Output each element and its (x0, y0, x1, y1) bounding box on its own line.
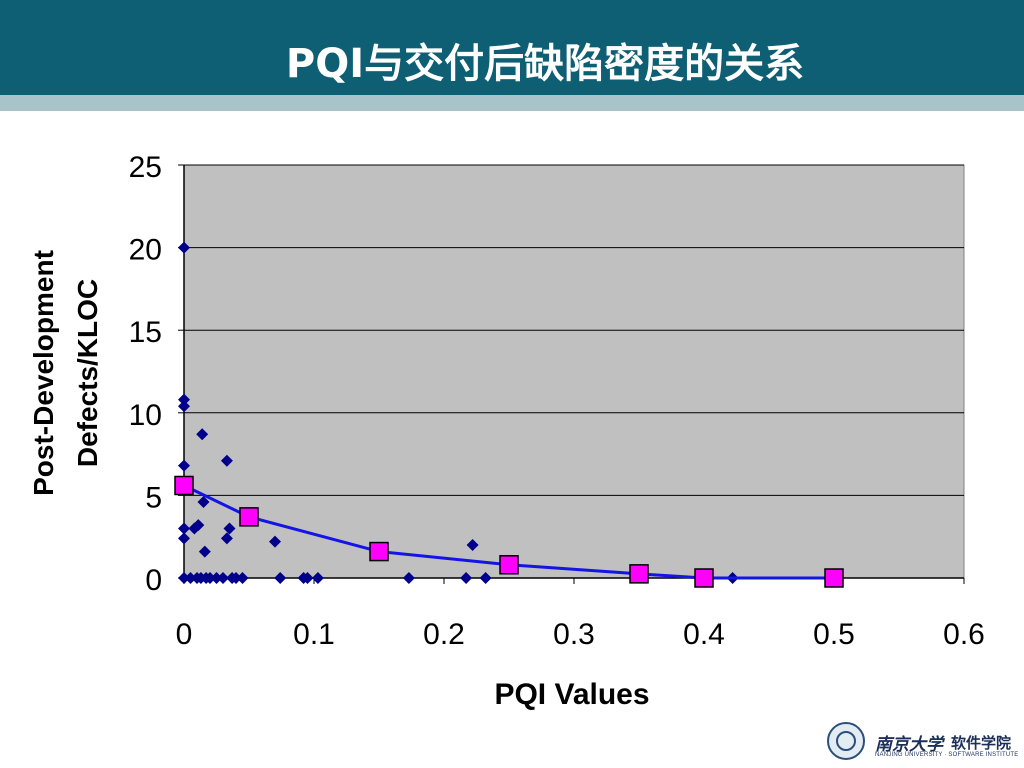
data-point-diamond (178, 400, 190, 413)
data-point-square (499, 555, 519, 575)
x-tick-label: 0.1 (293, 618, 335, 651)
data-point-diamond (274, 572, 287, 584)
y-tick-label: 5 (145, 481, 162, 514)
data-point-diamond (223, 522, 236, 535)
plot-area (183, 164, 965, 579)
data-point-diamond (197, 496, 210, 509)
data-point-diamond (402, 572, 415, 584)
data-point-diamond (204, 572, 216, 584)
university-name: 南京大学 (875, 735, 943, 755)
data-point-square (369, 541, 389, 562)
data-point-diamond (196, 428, 209, 441)
data-point-square (629, 564, 649, 584)
data-point-diamond (178, 532, 190, 545)
institute-name: 软件学院 (951, 734, 1012, 752)
data-point-diamond (210, 572, 223, 584)
data-point-diamond (184, 572, 197, 584)
x-tick-label: 0 (176, 618, 193, 651)
data-point-diamond (311, 572, 324, 584)
data-point-diamond (178, 522, 190, 535)
x-tick-label: 0.4 (683, 618, 725, 651)
title-strip (0, 95, 1024, 111)
data-point-diamond (269, 535, 281, 548)
title-bar (0, 0, 1024, 95)
data-point-diamond (178, 393, 190, 406)
y-tick-label: 25 (129, 151, 162, 184)
data-point-square (174, 475, 194, 496)
data-point-diamond (178, 459, 190, 472)
university-logo: 南京大学 软件学院 NANJING UNIVERSITY · SOFTWARE … (823, 720, 1023, 768)
data-point-diamond (301, 572, 314, 584)
university-seal-icon (827, 722, 865, 760)
x-tick-label: 0.3 (553, 618, 595, 651)
data-point-diamond (220, 532, 233, 545)
data-point-diamond (466, 538, 479, 551)
institute-english-name: NANJING UNIVERSITY · SOFTWARE INSTITUTE (875, 752, 1019, 758)
data-point-diamond (198, 545, 211, 558)
data-point-diamond (220, 454, 233, 467)
data-point-diamond (236, 572, 249, 584)
x-tick-label: 0.2 (423, 618, 465, 651)
data-point-diamond (178, 572, 190, 584)
data-point-diamond (178, 241, 190, 254)
data-point-diamond (479, 572, 492, 584)
x-tick-label: 0.6 (943, 618, 985, 651)
data-point-diamond (192, 519, 205, 532)
y-tick-label: 20 (129, 234, 162, 267)
y-axis-label-line1: Post-Development (28, 250, 59, 496)
slide-title: PQI与交付后缺陷密度的关系 (285, 41, 805, 87)
y-tick-label: 0 (145, 564, 162, 597)
y-axis-label-line2: Defects/KLOC (72, 279, 103, 467)
y-tick-label: 10 (129, 399, 162, 432)
data-point-square (239, 507, 259, 527)
data-point-diamond (217, 572, 229, 584)
data-point-square (824, 568, 844, 588)
y-tick-label: 15 (129, 316, 162, 349)
x-tick-label: 0.5 (813, 618, 855, 651)
x-axis-label: PQI Values (494, 678, 649, 711)
data-point-diamond (460, 572, 473, 584)
data-point-diamond (230, 572, 242, 584)
data-point-square (694, 568, 714, 588)
